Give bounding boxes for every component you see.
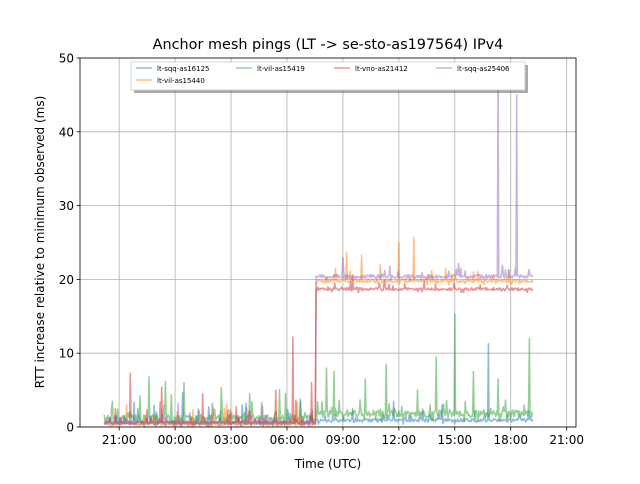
legend-box bbox=[130, 61, 526, 91]
x-tick-label: 06:00 bbox=[270, 433, 305, 447]
x-axis: 21:00 00:00 03:00 06:00 09:00 12:00 15:00 18:00… bbox=[102, 427, 584, 447]
x-tick-label: 21:00 bbox=[102, 433, 137, 447]
x-tick-label: 03:00 bbox=[214, 433, 249, 447]
series-line-lt-vil-as15440 bbox=[103, 236, 534, 428]
legend-label: lt-vno-as21412 bbox=[355, 65, 408, 73]
y-tick-label: 50 bbox=[59, 52, 74, 66]
y-tick-label: 20 bbox=[59, 273, 74, 287]
y-tick-label: 0 bbox=[66, 421, 74, 435]
series-line-lt-vno-as21412 bbox=[104, 274, 534, 427]
legend: lt-sqq-as16125 lt-vil-as15419 lt-vno-as214… bbox=[130, 61, 528, 93]
x-tick-label: 09:00 bbox=[326, 433, 361, 447]
x-tick-label: 12:00 bbox=[382, 433, 417, 447]
grid bbox=[80, 57, 576, 428]
y-tick-label: 40 bbox=[59, 125, 74, 139]
y-axis-label: RTT increase relative to minimum observe… bbox=[33, 96, 47, 389]
series-line-lt-vil-as15419 bbox=[103, 313, 534, 427]
series-lines bbox=[103, 64, 534, 428]
x-tick-label: 15:00 bbox=[438, 433, 473, 447]
y-tick-label: 10 bbox=[59, 347, 74, 361]
x-axis-label: Time (UTC) bbox=[294, 457, 361, 471]
x-tick-label: 18:00 bbox=[493, 433, 528, 447]
chart-title: Anchor mesh pings (LT -> se-sto-as197564… bbox=[153, 37, 504, 53]
x-tick-label: 00:00 bbox=[158, 433, 193, 447]
y-axis: 0 10 20 30 40 50 bbox=[59, 52, 80, 435]
legend-label: lt-sqq-as25406 bbox=[457, 65, 510, 73]
y-tick-label: 30 bbox=[59, 199, 74, 213]
legend-label: lt-sqq-as16125 bbox=[157, 65, 209, 73]
legend-label: lt-vil-as15440 bbox=[157, 77, 205, 85]
plot-frame bbox=[79, 57, 577, 428]
legend-label: lt-vil-as15419 bbox=[257, 65, 305, 73]
x-tick-label: 21:00 bbox=[549, 433, 584, 447]
series-line-lt-sqq-as25406 bbox=[103, 64, 534, 428]
